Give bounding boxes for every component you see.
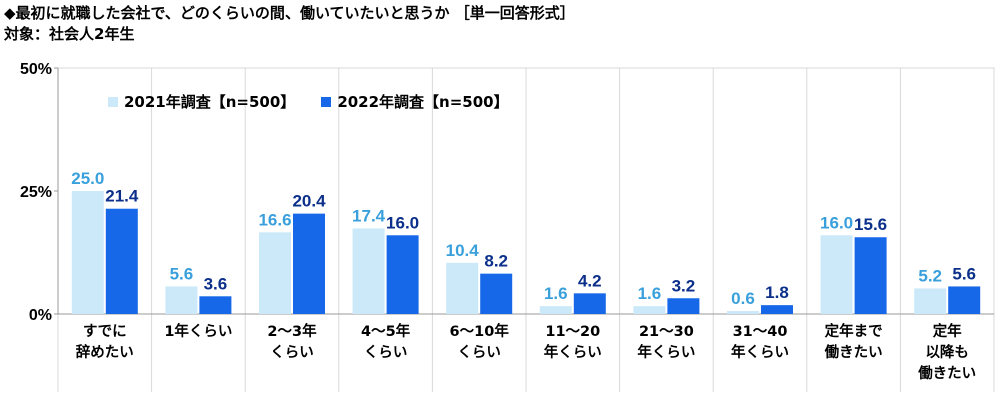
data-label: 1.6	[544, 284, 568, 303]
legend-label-2021: 2021年調査【n=500】	[124, 93, 296, 111]
legend-item-2021: 2021年調査【n=500】	[108, 91, 295, 112]
data-label: 16.6	[258, 210, 291, 229]
y-tick-label: 0%	[29, 307, 52, 324]
legend-swatch-2021	[108, 96, 118, 107]
x-tick-label: 定年まで 働きたい	[824, 324, 883, 361]
data-label: 16.0	[386, 213, 419, 232]
x-tick-label: 21～30 年くらい	[637, 324, 696, 361]
bar	[667, 298, 700, 314]
x-tick-label: すでに 辞めたい	[75, 324, 134, 361]
chart-title: ◆最初に就職した会社で、どのくらいの間、働いていたいと思うか ［単一回答形式］	[4, 4, 575, 22]
x-tick-label: 6～10年 くらい	[449, 324, 509, 361]
bar	[71, 191, 104, 314]
bar	[914, 288, 947, 314]
bar	[386, 235, 419, 314]
bar	[293, 213, 325, 314]
bar	[199, 296, 232, 314]
data-label: 0.6	[731, 289, 755, 308]
data-label: 25.0	[71, 169, 104, 188]
legend-label-2022: 2022年調査【n=500】	[337, 93, 509, 111]
data-label: 3.2	[672, 276, 696, 295]
x-tick-label: 2～3年 くらい	[267, 324, 317, 361]
bar	[446, 262, 479, 314]
data-label: 3.6	[204, 274, 228, 293]
bar	[352, 228, 385, 314]
y-tick-label: 25%	[20, 184, 52, 201]
y-tick-label: 50%	[20, 61, 52, 78]
x-tick-label: 31～40 年くらい	[731, 324, 789, 361]
bar	[761, 305, 793, 314]
bar	[573, 293, 606, 314]
bar	[633, 306, 666, 314]
bar	[105, 208, 138, 314]
data-label: 5.6	[170, 264, 194, 283]
x-tick-label: 定年 以降も 働きたい	[918, 324, 977, 382]
data-label: 17.4	[352, 206, 386, 225]
data-label: 5.6	[952, 264, 976, 283]
bar	[854, 237, 887, 314]
legend-swatch-2022	[321, 96, 332, 107]
bar	[948, 286, 981, 314]
bar	[165, 286, 198, 314]
chart-subtitle: 対象：社会人2年生	[4, 25, 135, 43]
x-tick-label: 1年くらい	[164, 324, 233, 340]
legend-item-2022: 2022年調査【n=500】	[321, 91, 509, 112]
data-label: 21.4	[105, 187, 139, 206]
data-label: 16.0	[820, 213, 853, 232]
data-label: 8.2	[484, 252, 508, 271]
data-label: 15.6	[854, 215, 887, 234]
data-label: 1.8	[765, 283, 789, 302]
x-tick-label: 11～20 年くらい	[543, 324, 602, 361]
data-label: 1.6	[638, 284, 662, 303]
bar	[727, 311, 759, 314]
data-label: 10.4	[446, 241, 480, 260]
legend: 2021年調査【n=500】 2022年調査【n=500】	[108, 91, 535, 112]
bar	[259, 232, 291, 314]
x-tick-label: 4～5年 くらい	[361, 324, 411, 361]
bar	[480, 273, 513, 314]
data-label: 20.4	[292, 192, 326, 211]
bar	[820, 235, 853, 314]
data-label: 5.2	[918, 266, 942, 285]
bar	[539, 306, 572, 314]
data-label: 4.2	[578, 271, 602, 290]
